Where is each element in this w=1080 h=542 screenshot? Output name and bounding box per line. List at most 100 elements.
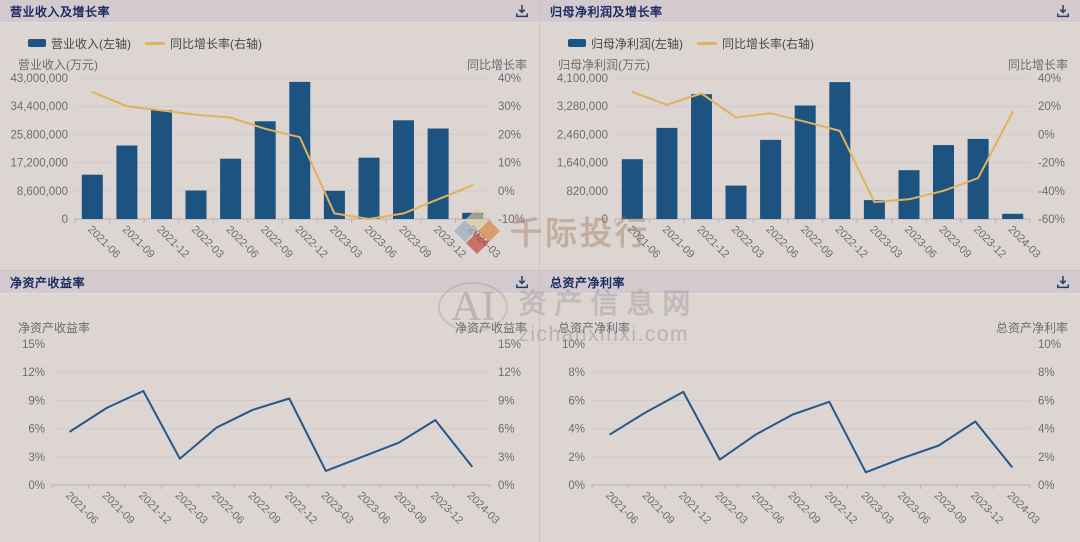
svg-text:2023-12: 2023-12 [431,224,468,261]
svg-text:2021-12: 2021-12 [136,490,173,527]
right-axis-name: 净资产收益率 [454,321,527,335]
svg-text:25,800,000: 25,800,000 [10,129,68,141]
svg-text:9%: 9% [498,395,515,407]
panel-title: 归母净利润及增长率 [550,4,663,19]
right-axis-name: 总资产净利率 [995,321,1068,335]
panel-net-profit-growth: 归母净利润及增长率 归母净利润(左轴) 同比增长率(右轴) 归母净利润(万元) … [540,0,1080,271]
legend-item-line[interactable]: 同比增长率(右轴) [697,35,814,52]
grid-lines [52,343,490,458]
line-series-ratio [609,390,1013,474]
svg-text:2023-06: 2023-06 [902,224,939,261]
svg-text:2022-03: 2022-03 [173,490,210,527]
svg-text:2023-12: 2023-12 [971,224,1008,261]
svg-text:2022-06: 2022-06 [764,224,801,261]
svg-text:0%: 0% [1038,480,1055,492]
legend-item-bar[interactable]: 归母净利润(左轴) [568,35,683,52]
svg-text:6%: 6% [1038,395,1055,407]
svg-text:0: 0 [602,214,608,226]
bar-2022-06 [760,139,782,219]
axis-names: 总资产净利率 总资产净利率 [558,319,1068,335]
roa-chart: 10%8%6%4%2%0%10%8%6%4%2%0%2021-06 2021-09… [562,339,1061,527]
axis-names: 净资产收益率 净资产收益率 [18,319,527,335]
legend-item-line[interactable]: 同比增长率(右轴) [145,35,262,52]
svg-text:0%: 0% [28,480,45,492]
svg-text:8%: 8% [568,367,585,379]
download-button[interactable] [1056,275,1070,289]
svg-text:2021-09: 2021-09 [100,490,137,527]
bar-2023-12 [427,128,449,219]
legend-label: 同比增长率(右轴) [722,36,814,51]
panel-revenue-growth: 营业收入及增长率 营业收入(左轴) 同比增长率(右轴) 营业收入(万元) 同比增… [0,0,540,271]
svg-text:2022-06: 2022-06 [209,490,246,527]
svg-text:-40%: -40% [1038,186,1065,198]
panel-title: 营业收入及增长率 [10,4,111,19]
svg-text:2023-06: 2023-06 [355,490,392,527]
left-axis-tick-labels: 15% 12% 9% 6% 3% 0% [22,339,45,492]
svg-text:9%: 9% [28,395,45,407]
svg-text:2021-09: 2021-09 [120,224,157,261]
svg-text:10%: 10% [1038,339,1061,351]
svg-text:2,460,000: 2,460,000 [557,129,608,141]
panel-header: 营业收入及增长率 [0,0,539,23]
x-axis-labels: 2021-062021-092021-122022-032022-062022-… [85,224,502,261]
svg-text:6%: 6% [498,424,515,436]
svg-text:12%: 12% [22,367,45,379]
download-icon [516,276,528,289]
bar-2024-03 [462,212,484,219]
bar-2023-09 [933,145,954,219]
panel-header: 总资产净利率 [540,271,1080,294]
bar-series [81,81,484,220]
svg-text:2023-09: 2023-09 [392,490,429,527]
svg-text:2023-09: 2023-09 [932,490,969,527]
svg-text:17,200,000: 17,200,000 [10,158,68,170]
download-icon [1057,5,1069,18]
legend-label: 同比增长率(右轴) [170,36,262,51]
axis-names: 归母净利润(万元) 同比增长率 [558,56,1068,72]
svg-text:2023-06: 2023-06 [362,224,399,261]
svg-text:12%: 12% [498,367,521,379]
left-axis-tick-labels: 43,000,000 34,400,000 25,800,000 17,200,000… [10,73,68,226]
svg-text:0: 0 [62,214,68,226]
bar-2023-06 [898,170,920,219]
legend-item-bar[interactable]: 营业收入(左轴) [28,35,131,52]
svg-text:2023-03: 2023-03 [327,224,364,261]
svg-text:2021-06: 2021-06 [85,224,122,261]
download-button[interactable] [515,275,529,289]
bar-2023-03 [323,190,345,219]
svg-text:2023-09: 2023-09 [936,224,973,261]
right-axis-tick-labels: 15% 12% 9% 6% 3% 0% [498,339,521,492]
svg-text:2022-03: 2022-03 [189,224,226,261]
download-button[interactable] [1056,4,1070,18]
svg-text:2021-12: 2021-12 [154,224,191,261]
bar-2021-12 [151,110,172,219]
svg-text:2022-12: 2022-12 [822,490,859,527]
svg-text:2%: 2% [1038,452,1055,464]
right-axis-tick-labels: 10% 8% 6% 4% 2% 0% [1038,339,1061,492]
left-axis-tick-labels: 4,100,000 3,280,000 2,460,000 1,640,000 820,… [557,73,608,226]
svg-text:2022-12: 2022-12 [833,224,870,261]
svg-text:2024-03: 2024-03 [1005,490,1042,527]
svg-text:2022-06: 2022-06 [224,224,261,261]
bar-2021-06 [81,174,103,219]
svg-text:-20%: -20% [1038,158,1065,170]
svg-text:2022-09: 2022-09 [786,490,823,527]
svg-text:2023-06: 2023-06 [895,490,932,527]
svg-text:10%: 10% [562,339,585,351]
svg-text:34,400,000: 34,400,000 [10,101,68,113]
bar-2022-12 [289,81,311,220]
right-axis-name: 同比增长率 [466,58,527,72]
svg-text:2022-12: 2022-12 [293,224,330,261]
bar-2021-09 [116,145,138,219]
bar-2023-09 [393,120,414,219]
svg-text:2022-09: 2022-09 [258,224,295,261]
left-axis-name: 总资产净利率 [558,321,631,335]
svg-text:2022-09: 2022-09 [246,490,283,527]
download-button[interactable] [515,4,529,18]
line-swatch-icon [697,41,717,45]
legend: 营业收入(左轴) 同比增长率(右轴) [28,35,539,52]
svg-text:2022-06: 2022-06 [749,490,786,527]
download-icon [1057,276,1069,289]
svg-text:8%: 8% [1038,367,1055,379]
panel-header: 归母净利润及增长率 [540,0,1080,23]
